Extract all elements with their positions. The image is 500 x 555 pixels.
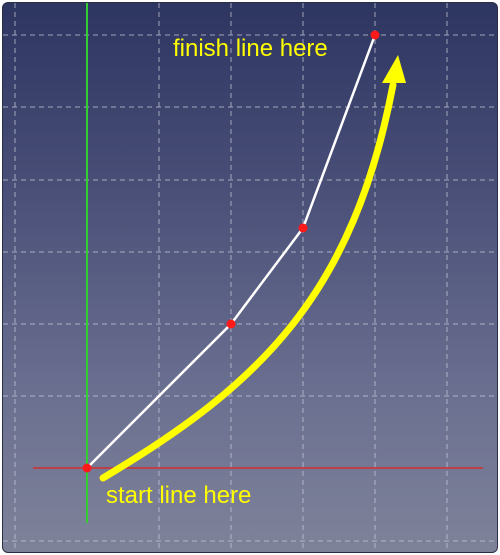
grid — [3, 3, 497, 552]
start-line-annotation: start line here — [106, 482, 252, 509]
sketch-canvas[interactable] — [3, 3, 497, 552]
direction-arrow-curve — [99, 81, 397, 482]
sketch-point-start[interactable] — [82, 463, 92, 473]
sketch-point-end[interactable] — [370, 30, 380, 40]
finish-line-annotation: finish line here — [173, 35, 328, 62]
sketch-point[interactable] — [226, 319, 236, 329]
sketch-polyline[interactable] — [86, 34, 377, 469]
direction-arrow-head — [382, 55, 406, 83]
sketch-point[interactable] — [298, 223, 308, 233]
